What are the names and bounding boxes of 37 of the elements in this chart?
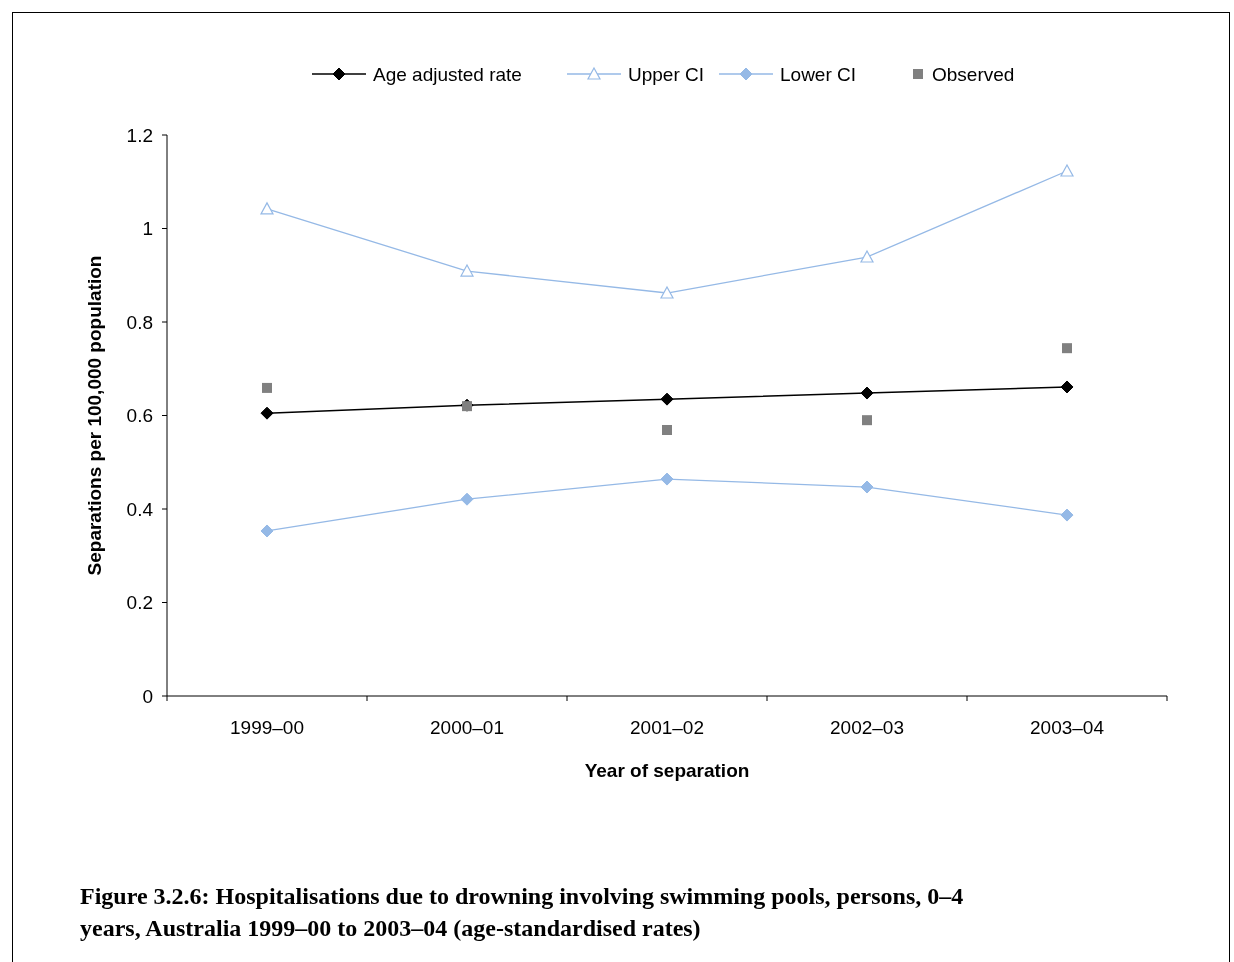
point <box>860 250 874 263</box>
point <box>1060 164 1074 177</box>
legend-label: Upper CI <box>628 63 705 85</box>
point <box>660 472 674 486</box>
y-tick-label: 1 <box>142 218 153 240</box>
point <box>660 392 674 406</box>
point <box>460 264 474 277</box>
legend-label: Lower CI <box>780 63 857 85</box>
x-tick-label: 2001–02 <box>630 717 704 738</box>
y-tick-label: 1.2 <box>126 124 153 146</box>
point <box>862 415 872 426</box>
text: Figure 3.2.6: Hospitalisations due to drowning involving swimming pools, persons, 0–4 years, Australia 1999–00 to 2003–04 (age-standardised rates) <box>80 883 964 941</box>
point <box>260 202 274 215</box>
x-tick-label: 1999–00 <box>230 717 304 738</box>
legend-label: Observed <box>932 63 1015 85</box>
x-tick-label: 2002–03 <box>830 717 904 738</box>
y-tick-label: 0 <box>142 685 153 707</box>
y-axis-title: Separations per 100,000 population <box>84 255 105 576</box>
point <box>860 480 874 494</box>
x-tick-label: 2000–01 <box>430 717 504 738</box>
point <box>860 386 874 400</box>
point <box>1062 343 1072 354</box>
x-tick-label: 2003–04 <box>1030 717 1105 738</box>
y-tick-label: 0.8 <box>126 311 153 333</box>
y-tick-label: 0.4 <box>126 498 154 520</box>
point <box>1060 508 1074 522</box>
point <box>1060 380 1074 394</box>
y-tick-label: 0.2 <box>126 592 153 614</box>
point <box>260 406 274 420</box>
point <box>260 524 274 538</box>
point <box>262 382 272 393</box>
point <box>660 286 674 299</box>
y-tick-label: 0.6 <box>126 405 153 427</box>
point <box>460 492 474 506</box>
legend-label: Age adjusted rate <box>373 63 522 85</box>
point <box>662 424 672 435</box>
x-axis-title: Year of separation <box>584 760 750 781</box>
